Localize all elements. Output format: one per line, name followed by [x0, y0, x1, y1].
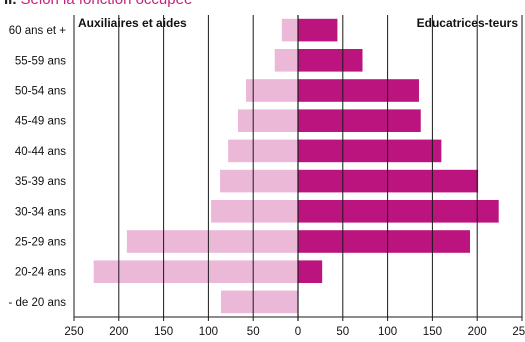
bars-layer	[93, 18, 499, 314]
bar-educatrices-2	[298, 79, 419, 102]
x-tick-label: 0	[295, 326, 301, 338]
grid-layer	[73, 15, 523, 321]
bar-educatrices-0	[298, 18, 338, 42]
bar-auxiliaires-7	[126, 230, 298, 253]
category-label: 30-34 ans	[15, 206, 66, 218]
legend-label-educatrices: Educatrices-teurs	[417, 16, 519, 30]
bar-auxiliaires-9	[220, 290, 298, 314]
bar-auxiliaires-2	[246, 79, 298, 102]
legend: Auxiliaires et aides Educatrices-teurs	[78, 16, 518, 30]
category-label: 45-49 ans	[15, 116, 66, 128]
bar-educatrices-6	[298, 200, 499, 223]
chart-title: II. Selon la fonction occupée	[4, 0, 192, 8]
x-tick-label: 150	[423, 326, 442, 338]
x-tick-label: 50	[247, 326, 260, 338]
bar-educatrices-7	[298, 230, 471, 253]
bar-educatrices-3	[298, 109, 421, 132]
category-label: 20-24 ans	[15, 267, 66, 279]
x-tick-label: 100	[199, 326, 218, 338]
category-label: 35-39 ans	[15, 176, 66, 188]
bar-auxiliaires-6	[211, 200, 298, 223]
bar-educatrices-4	[298, 139, 442, 163]
x-tick-label: 200	[468, 326, 487, 338]
x-tick-label: 200	[109, 326, 128, 338]
category-label: 55-59 ans	[15, 55, 66, 67]
bar-educatrices-8	[298, 260, 323, 283]
bar-auxiliaires-0	[281, 18, 298, 42]
category-label: 60 ans et +	[9, 25, 67, 37]
x-axis-tick-labels: 250 200 150 100 50 0 50 100 150 200 250	[64, 326, 525, 338]
legend-label-auxiliaires: Auxiliaires et aides	[78, 16, 187, 30]
section-marker: II.	[4, 0, 17, 8]
category-label: - de 20 ans	[8, 297, 66, 309]
chart-title-text: Selon la fonction occupée	[21, 0, 193, 8]
x-tick-label: 50	[336, 326, 349, 338]
bar-auxiliaires-3	[237, 109, 298, 132]
bar-auxiliaires-8	[93, 260, 298, 283]
x-tick-label: 150	[154, 326, 173, 338]
category-label: 50-54 ans	[15, 86, 66, 98]
bar-auxiliaires-4	[228, 139, 298, 163]
category-labels: 60 ans et + 55-59 ans 50-54 ans 45-49 ans 40…	[8, 25, 66, 309]
bar-auxiliaires-1	[274, 49, 298, 72]
x-tick-label: 250	[64, 326, 83, 338]
x-tick-label: 250	[512, 326, 525, 338]
bar-auxiliaires-5	[220, 169, 298, 193]
x-tick-label: 100	[378, 326, 397, 338]
bar-educatrices-1	[298, 49, 363, 72]
category-label: 40-44 ans	[15, 146, 66, 158]
category-label: 25-29 ans	[15, 237, 66, 249]
